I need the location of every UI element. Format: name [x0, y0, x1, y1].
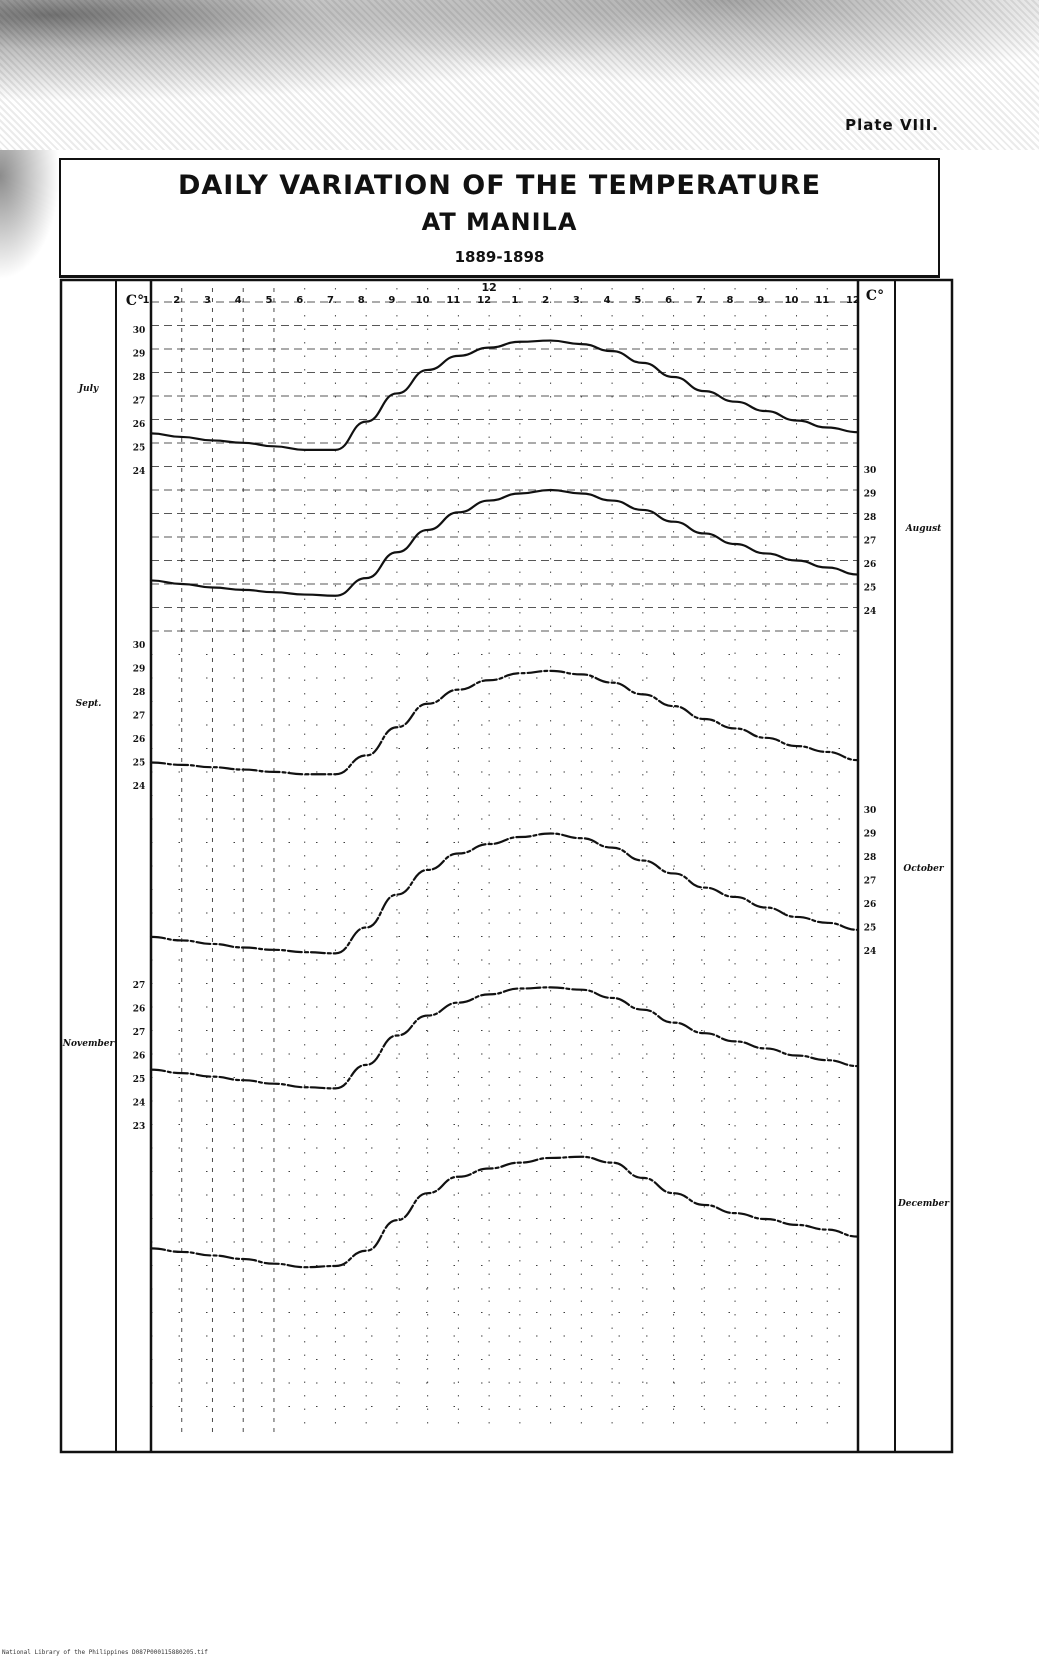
temperature-axes: 30 29 28 27 26 25 24 30 29 28 27 26 25 24 30 29 28 27 26 25… [133, 326, 877, 1132]
month-label: December [897, 1199, 950, 1209]
month-label: November [62, 1039, 116, 1049]
y-tick-label: 25 [133, 759, 146, 769]
y-tick-label: 25 [864, 924, 877, 934]
hour-tick-label: 9 [757, 295, 764, 306]
y-tick-label: 27 [864, 877, 877, 887]
month-label: August [905, 524, 942, 534]
chart-subtitle: AT MANILA [421, 208, 578, 236]
hour-tick-label: 10 [416, 295, 430, 306]
y-tick-label: 24 [133, 467, 146, 477]
chart-grid [150, 288, 859, 1432]
title-box: DAILY VARIATION OF THE TEMPERATURE AT MA… [59, 158, 940, 278]
hour-tick-label: 1 [143, 295, 150, 306]
temperature-curve [149, 832, 860, 955]
hour-tick-label: 1 [511, 295, 518, 306]
month-label: July [77, 384, 99, 394]
y-tick-label: 29 [864, 490, 877, 500]
chart-frame [59, 278, 954, 1454]
y-tick-label: 25 [864, 584, 877, 594]
temperature-curve [149, 488, 860, 597]
temperature-curve [149, 986, 860, 1090]
hour-tick-label: 2 [542, 295, 549, 306]
footer-text: National Library of the Philippines D087… [2, 1649, 208, 1656]
y-tick-label: 25 [133, 444, 146, 454]
y-tick-label: 29 [864, 830, 877, 840]
y-tick-label: 26 [133, 735, 146, 745]
scan-noise-top [0, 0, 1039, 150]
y-tick-label: 28 [864, 513, 877, 523]
hour-tick-label: 9 [388, 295, 395, 306]
y-tick-label: 26 [133, 1005, 146, 1015]
hour-tick-label: 7 [327, 295, 334, 306]
chart-years: 1889-1898 [454, 248, 545, 266]
y-tick-label: 24 [133, 1099, 146, 1109]
month-label: Sept. [76, 699, 102, 709]
y-tick-label: 27 [133, 981, 146, 991]
y-tick-label: 24 [133, 782, 146, 792]
y-tick-label: 30 [133, 641, 146, 651]
y-tick-label: 24 [864, 947, 877, 957]
hour-tick-label: 5 [634, 295, 641, 306]
hour-tick-label: 8 [727, 295, 734, 306]
temperature-curve [149, 339, 860, 451]
temperature-curve [149, 669, 860, 776]
hour-tick-label: 11 [815, 295, 829, 306]
y-tick-label: 25 [133, 1075, 146, 1085]
hour-tick-label: 2 [173, 295, 180, 306]
y-tick-label: 27 [133, 1028, 146, 1038]
y-tick-label: 27 [864, 537, 877, 547]
y-tick-label: 26 [133, 420, 146, 430]
month-label: October [903, 864, 944, 874]
temperature-curves [149, 339, 860, 1269]
hour-tick-label: 4 [235, 295, 242, 306]
hour-tick-label: 12 [846, 295, 860, 306]
y-tick-label: 24 [864, 607, 877, 617]
hour-tick-label: 10 [785, 295, 799, 306]
hour-tick-label: 3 [573, 295, 580, 306]
temperature-curve [149, 1155, 860, 1269]
y-tick-label: 26 [864, 560, 877, 570]
hour-tick-label: 12 [477, 295, 491, 306]
y-tick-label: 28 [133, 373, 146, 383]
y-tick-label: 27 [133, 712, 146, 722]
unit-label-right: C° [866, 288, 884, 304]
hour-tick-label: 7 [696, 295, 703, 306]
hour-tick-label: 5 [265, 295, 272, 306]
hour-tick-label: 6 [665, 295, 672, 306]
hour-tick-label: 8 [358, 295, 365, 306]
y-tick-label: 27 [133, 397, 146, 407]
unit-label-left: C° [126, 293, 144, 309]
y-tick-label: 26 [133, 1052, 146, 1062]
outer-border [59, 278, 954, 1454]
chart-title: DAILY VARIATION OF THE TEMPERATURE [177, 170, 822, 201]
plate-label: Plate VIII. [845, 116, 939, 134]
month-labels: July August Sept. October November December [62, 384, 950, 1209]
y-tick-label: 29 [133, 665, 146, 675]
hour-tick-label: 11 [446, 295, 460, 306]
hour-tick-label: 3 [204, 295, 211, 306]
y-tick-label: 28 [133, 688, 146, 698]
y-tick-label: 30 [864, 466, 877, 476]
scan-noise-left [0, 150, 60, 280]
y-tick-label: 29 [133, 350, 146, 360]
y-tick-label: 28 [864, 853, 877, 863]
y-tick-label: 26 [864, 900, 877, 910]
hour-tick-label: 4 [604, 295, 611, 306]
y-tick-label: 30 [133, 326, 146, 336]
noon-mark-label: 12 [481, 281, 496, 294]
y-tick-label: 30 [864, 806, 877, 816]
y-tick-label: 23 [133, 1122, 146, 1132]
hour-tick-label: 6 [296, 295, 303, 306]
